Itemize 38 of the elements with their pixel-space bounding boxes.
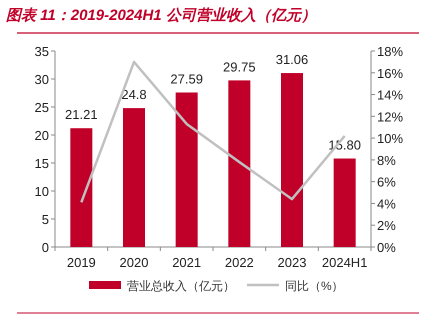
x-tick-label: 2023 xyxy=(278,255,306,270)
bar xyxy=(176,92,198,247)
y2-tick-label: 4% xyxy=(377,196,396,212)
y-tick-label: 10 xyxy=(34,184,49,199)
bar xyxy=(228,80,250,247)
y2-tick-label: 6% xyxy=(377,174,396,190)
bar xyxy=(281,73,303,247)
data-label: 31.06 xyxy=(276,52,308,68)
y2-tick-label: 10% xyxy=(377,131,404,146)
y-tick-label: 30 xyxy=(34,72,49,87)
y2-tick-label: 14% xyxy=(377,88,404,103)
y-tick-label: 15 xyxy=(34,156,49,171)
chart-title: 图表 11：2019-2024H1 公司营业收入（亿元） xyxy=(6,7,316,24)
y-tick-label: 5 xyxy=(42,212,49,227)
x-tick-label: 2020 xyxy=(120,255,148,270)
bar xyxy=(123,108,145,247)
data-label: 29.75 xyxy=(223,59,256,74)
y2-tick-label: 18% xyxy=(377,44,404,59)
data-label: 27.59 xyxy=(170,71,203,86)
legend-label: 同比（%） xyxy=(285,279,344,293)
y-tick-label: 20 xyxy=(34,128,49,143)
y-tick-label: 25 xyxy=(34,100,49,115)
x-tick-label: 2019 xyxy=(66,255,96,270)
y-tick-label: 35 xyxy=(34,44,49,59)
x-tick-label: 2022 xyxy=(224,255,254,270)
y2-tick-label: 12% xyxy=(377,109,404,124)
y2-tick-label: 0% xyxy=(377,240,396,255)
y2-tick-label: 2% xyxy=(377,218,396,234)
data-label: 21.21 xyxy=(65,107,98,122)
bar xyxy=(70,128,92,247)
x-tick-label: 2021 xyxy=(172,255,202,270)
y2-tick-label: 8% xyxy=(377,152,396,168)
legend-label: 营业总收入（亿元） xyxy=(127,279,235,293)
y2-tick-label: 16% xyxy=(377,66,404,81)
y-tick-label: 0 xyxy=(42,240,49,255)
bar xyxy=(334,158,356,247)
x-tick-label: 2024H1 xyxy=(322,255,368,270)
data-label: 24.8 xyxy=(121,87,147,102)
